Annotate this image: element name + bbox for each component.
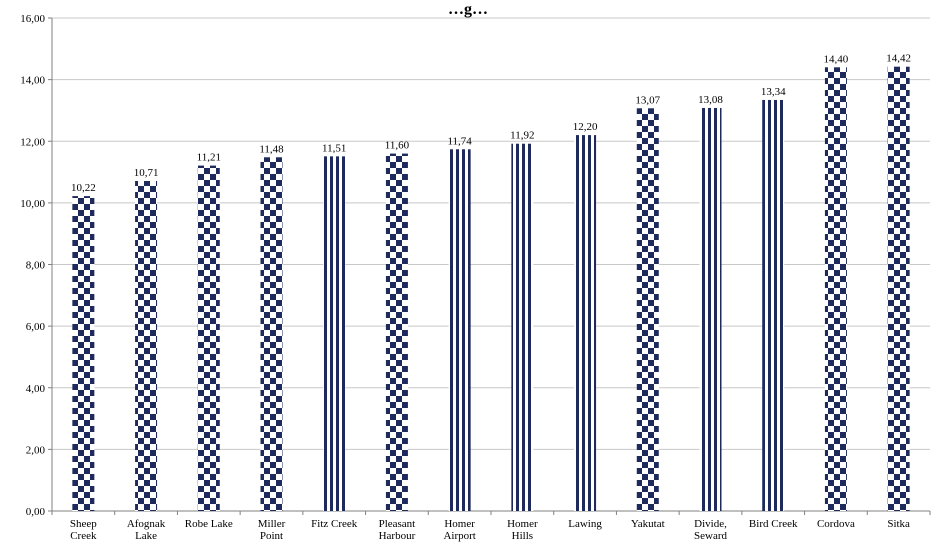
x-tick-label: Robe Lake <box>185 518 233 530</box>
bars <box>72 66 910 512</box>
bar <box>511 143 534 511</box>
data-label: 14,40 <box>824 53 849 65</box>
y-tick-label: 0,00 <box>26 506 46 518</box>
x-tick-label: Pleasant Harbour <box>379 518 416 542</box>
bar <box>448 149 471 512</box>
bar <box>762 99 785 512</box>
bar <box>260 157 283 511</box>
x-tick-label: Afognak Lake <box>127 518 166 542</box>
y-tick-label: 2,00 <box>26 444 46 456</box>
data-label: 10,71 <box>134 167 159 179</box>
bar <box>197 165 220 512</box>
bar <box>574 135 597 511</box>
y-tick-label: 10,00 <box>20 198 45 210</box>
axes <box>48 17 931 515</box>
x-tick-label: Bird Creek <box>749 518 798 530</box>
y-tick-label: 16,00 <box>20 13 45 25</box>
x-tick-label: Sitka <box>887 518 910 530</box>
x-tick-label: Lawing <box>568 518 602 530</box>
y-tick-label: 14,00 <box>20 75 45 87</box>
bar <box>699 107 722 511</box>
x-tick-label: Homer Hills <box>507 518 538 542</box>
y-tick-label: 12,00 <box>20 136 45 148</box>
x-tick-label: Fitz Creek <box>311 518 358 530</box>
gridlines <box>52 17 930 512</box>
x-tick-label: Divide, Seward <box>694 518 727 542</box>
data-label: 11,51 <box>322 142 346 154</box>
data-label: 11,74 <box>447 135 472 147</box>
y-tick-label: 8,00 <box>26 260 46 272</box>
data-label: 11,60 <box>385 140 410 152</box>
bar <box>323 156 346 511</box>
data-label: 11,48 <box>259 143 284 155</box>
bar <box>135 180 158 512</box>
bar <box>636 108 659 511</box>
data-label: 13,08 <box>698 94 723 106</box>
data-label: 12,20 <box>573 121 598 133</box>
bar <box>824 67 847 512</box>
bar <box>72 196 95 511</box>
data-label: 14,42 <box>886 53 911 65</box>
data-label: 10,22 <box>71 182 96 194</box>
bar <box>385 153 408 511</box>
x-tick-label: Homer Airport <box>443 518 475 542</box>
bar <box>887 66 910 511</box>
x-tick-label: Cordova <box>817 518 855 530</box>
x-tick-label: Sheep Creek <box>70 518 97 542</box>
y-tick-label: 6,00 <box>26 321 46 333</box>
x-tick-label: Miller Point <box>258 518 286 542</box>
data-label: 11,21 <box>197 152 221 164</box>
chart-title: …g… <box>448 1 488 18</box>
labels: 0,00 2,00 4,00 6,00 8,00 10,00 12,00 14,00 16,00… <box>20 13 911 542</box>
data-label: 13,07 <box>635 94 660 106</box>
data-label: 13,34 <box>761 86 786 98</box>
x-tick-label: Yakutat <box>631 518 665 530</box>
data-label: 11,92 <box>510 130 534 142</box>
y-tick-label: 4,00 <box>26 383 46 395</box>
